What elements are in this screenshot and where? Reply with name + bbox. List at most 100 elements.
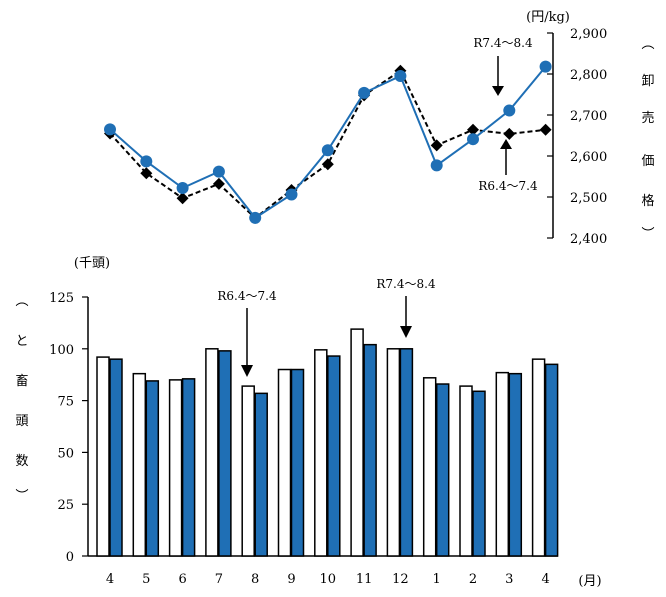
price-point-circle [249,211,262,224]
count-bar-prev [96,356,110,557]
count-bar-curr [327,355,341,557]
price-tick-label: 2,400 [570,232,607,247]
price-point-diamond [140,167,153,180]
price-tick-label: 2,900 [570,27,607,42]
count-tick-label: 125 [49,291,74,306]
count-x-tick-label: 2 [469,572,477,587]
count-annotation-r7: R7.4～8.4 [376,277,436,291]
price-unit-label: (円/kg) [526,10,570,25]
price-annotations: R7.4～8.4 R6.4～7.4 [473,36,538,193]
count-bar-curr [363,343,377,557]
price-annotation-r6: R6.4～7.4 [478,179,538,193]
count-axis-title-char: 頭 [15,414,28,429]
count-bar-curr [544,363,559,557]
count-x-tick-label: 5 [142,572,150,587]
price-point-circle [140,155,153,168]
count-bar-prev [386,348,401,557]
count-x-tick-label: 9 [287,572,295,587]
count-bar-curr [290,368,305,557]
count-x-ticks: 4 5 6 7 8 9 10 11 12 1 2 3 4 [106,572,550,587]
price-annotation-r7: R7.4～8.4 [473,36,533,50]
month-unit-label: (月) [578,574,601,589]
price-tick-label: 2,800 [570,68,607,83]
count-x-tick-label: 12 [392,572,409,587]
count-bar-prev [459,385,473,557]
price-series-line [109,65,547,220]
count-bar-prev [241,385,255,557]
price-point-circle [539,60,552,73]
count-x-tick-label: 10 [320,572,337,587]
count-unit-label: (千頭) [74,256,110,271]
count-x-tick-label: 4 [541,572,549,587]
count-bar-curr [472,390,486,557]
price-tick-label: 2,700 [570,109,607,124]
price-point-diamond [212,177,225,190]
count-bar-curr [399,348,414,557]
count-axis-title-char: ︵ [15,294,28,309]
count-bar-curr [145,380,160,557]
count-x-tick-label: 3 [505,572,513,587]
count-bar-curr [218,350,232,557]
price-point-circle [104,123,116,136]
count-bar-prev [132,372,147,557]
count-x-tick-label: 4 [106,572,114,587]
count-tick-label: 75 [57,395,74,410]
price-point-diamond [467,123,479,136]
price-axis-title-char: 価 [641,154,654,169]
price-point-circle [176,181,189,194]
count-tick-label: 100 [49,343,74,358]
price-axis-title-char: ︶ [641,227,654,242]
count-bar-curr [181,378,196,557]
price-point-circle [285,188,298,201]
price-point-circle [394,70,407,83]
count-bar-curr [254,392,268,557]
count-bar-curr [109,358,123,557]
count-bars [96,328,559,557]
count-x-tick-label: 6 [178,572,186,587]
price-point-circle [467,133,479,146]
count-tick-label: 25 [57,498,74,513]
price-axis-title-char: 格 [641,193,654,209]
price-axis-title-char: ︵ [641,37,654,52]
count-bar-curr [508,372,523,557]
price-point-circle [321,144,334,157]
count-bar-prev [531,358,546,557]
count-axis-title: ︵ と 畜 頭 数 ︶ [15,294,28,504]
count-y-ticks: 0 25 50 75 100 125 [49,291,88,565]
price-point-diamond [539,123,552,136]
price-point-diamond [321,158,334,171]
price-axis-title: ︵ 卸 売 価 格 ︶ [641,37,654,242]
count-x-tick-label: 11 [356,572,373,587]
count-annotation-r6: R6.4～7.4 [217,289,277,303]
count-bar-prev [422,377,437,557]
price-series [104,60,552,224]
price-point-diamond [430,139,443,152]
count-x-tick-label: 7 [215,572,223,587]
count-tick-label: 0 [66,550,74,565]
price-point-circle [212,165,225,178]
count-bar-prev [277,368,292,557]
count-axis-title-char: ︶ [15,489,28,504]
price-annotation-r7-arrowhead [492,86,504,96]
price-point-circle [430,159,443,172]
count-bar-prev [168,379,183,557]
count-annotations: R6.4～7.4 R7.4～8.4 [217,277,436,377]
price-point-diamond [503,127,516,140]
count-bar-prev [205,348,219,557]
count-x-tick-label: 8 [251,572,259,587]
count-axis-title-char: 数 [15,454,28,469]
price-tick-label: 2,500 [570,191,607,206]
count-bar-prev [495,371,510,557]
count-annotation-r7-arrowhead [400,326,412,338]
count-tick-label: 50 [57,446,74,461]
slaughter-chart: (千頭) ︵ と 畜 頭 数 ︶ 0 25 50 75 100 125 4 5 6 7 8 9 10 1… [15,256,601,589]
price-point-diamond [176,192,189,205]
count-bar-prev [350,328,364,557]
price-point-circle [358,86,371,99]
count-annotation-r6-arrowhead [241,365,253,377]
price-tick-label: 2,600 [570,150,607,165]
price-axis-title-char: 卸 [641,73,654,89]
price-point-circle [503,104,516,117]
count-bar-prev [314,349,328,557]
